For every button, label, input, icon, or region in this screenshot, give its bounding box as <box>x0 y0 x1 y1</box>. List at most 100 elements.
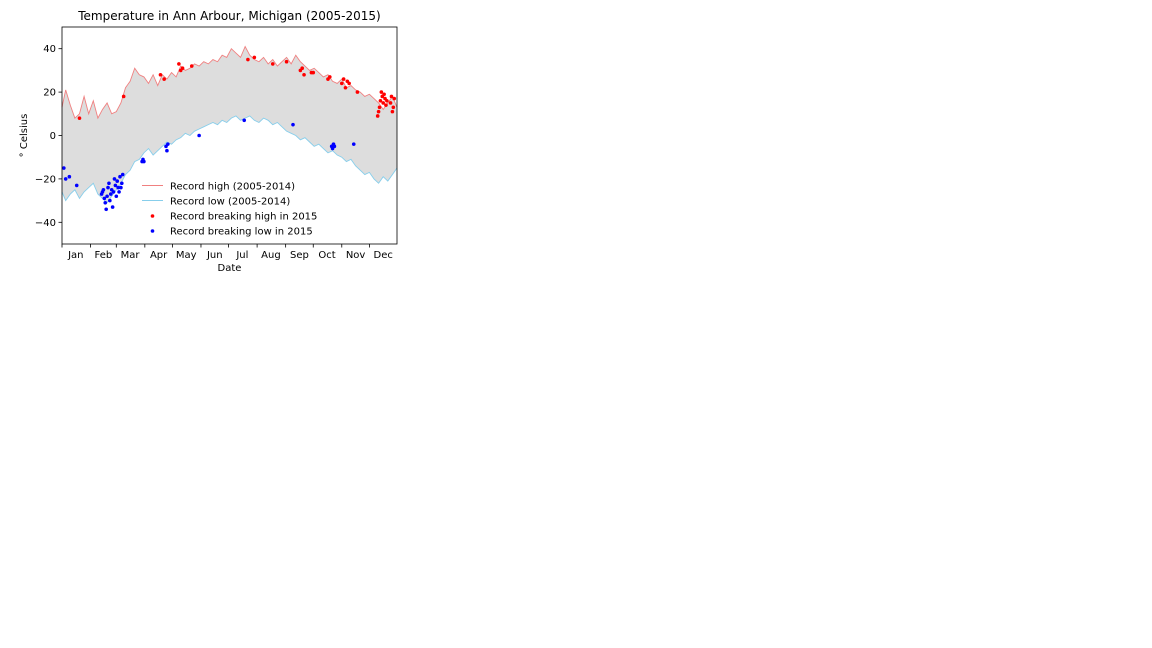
record-high-point <box>328 75 332 79</box>
y-tick-label: 40 <box>43 44 56 55</box>
legend: Record high (2005-2014) Record low (2005-… <box>142 182 317 238</box>
record-range-fill <box>62 46 397 203</box>
record-high-point <box>391 105 396 110</box>
record-high-point <box>270 62 275 66</box>
record-high-point <box>392 96 397 101</box>
record-high-point <box>382 92 386 97</box>
legend-point-swatch <box>150 214 155 218</box>
y-axis-label: ° Celsius <box>19 114 30 158</box>
record-low-point <box>117 190 121 194</box>
record-high-point <box>252 55 257 60</box>
y-tick-label: 0 <box>50 131 56 142</box>
record-high-point <box>180 66 185 71</box>
record-breaking-points <box>62 55 397 212</box>
x-tick-label: Apr <box>150 250 168 261</box>
legend-entry-label: Record low (2005-2014) <box>170 197 290 208</box>
record-high-point <box>300 66 305 71</box>
record-high-point <box>378 98 383 103</box>
record-low-point <box>74 183 79 188</box>
record-high-point <box>388 101 393 105</box>
legend-entry-label: Record breaking low in 2015 <box>170 227 313 238</box>
record-low-point <box>120 181 124 186</box>
record-high-point <box>311 70 316 75</box>
record-high-point <box>389 94 394 99</box>
record-low-point <box>242 118 247 123</box>
chart-title: Temperature in Ann Arbour, Michigan (200… <box>77 9 380 23</box>
fill-between-area <box>62 46 397 203</box>
record-low-point <box>113 183 118 188</box>
record-low-point <box>67 174 72 179</box>
record-low-point <box>111 190 116 194</box>
record-high-point <box>189 64 194 68</box>
record-low-point <box>104 207 108 212</box>
x-tick-label: Aug <box>261 250 281 261</box>
x-axis: Jan Feb Mar Apr May Jun Jul Aug Sep Oct Nov Dec <box>61 244 393 261</box>
x-axis-label: Date <box>218 263 242 274</box>
record-high-point <box>390 109 395 114</box>
record-high-point <box>121 94 126 99</box>
record-low-point <box>103 200 108 205</box>
record-low-point <box>332 144 337 149</box>
record-low-point <box>119 185 123 190</box>
x-tick-label: Jan <box>67 250 83 261</box>
record-low-point <box>351 142 356 146</box>
record-high-point <box>347 81 351 86</box>
y-tick-label: −40 <box>35 218 56 229</box>
record-low-point <box>106 185 110 190</box>
record-low-point <box>142 159 146 164</box>
x-tick-label: Dec <box>374 250 393 261</box>
record-high-point <box>284 59 289 64</box>
record-high-point <box>385 98 389 103</box>
record-high-point <box>77 116 82 120</box>
x-tick-label: Mar <box>121 250 141 261</box>
x-tick-label: Sep <box>290 250 309 261</box>
record-high-point <box>158 72 163 77</box>
record-high-point <box>355 90 360 94</box>
record-low-point <box>108 198 112 203</box>
x-tick-label: Oct <box>318 250 335 261</box>
record-low-point <box>114 194 119 199</box>
record-low-point <box>62 166 66 170</box>
record-low-point <box>166 142 170 146</box>
x-tick-label: May <box>176 250 197 261</box>
record-high-point <box>343 85 348 90</box>
legend-entry-label: Record breaking high in 2015 <box>170 212 317 223</box>
record-low-point <box>116 185 120 190</box>
record-high-point <box>162 77 166 81</box>
y-tick-label: 20 <box>43 88 56 99</box>
record-high-point <box>339 81 344 86</box>
record-low-point <box>108 192 113 196</box>
record-high-point <box>246 57 250 62</box>
record-high-point <box>302 72 306 77</box>
y-tick-label: −20 <box>35 174 56 185</box>
y-axis: −40 −20 0 20 40 <box>35 44 62 229</box>
record-low-point <box>120 172 125 177</box>
record-high-line <box>61 45 398 120</box>
record-high-point <box>384 103 388 107</box>
record-low-point <box>291 122 295 127</box>
record-low-point <box>101 187 106 192</box>
x-tick-label: Jul <box>235 250 248 261</box>
record-high-point <box>341 77 346 81</box>
record-high-point <box>381 101 385 105</box>
record-low-point <box>107 181 111 186</box>
record-high-point <box>375 114 380 118</box>
record-low-point <box>112 177 117 181</box>
record-low-point <box>105 194 109 199</box>
x-tick-label: Nov <box>346 250 366 261</box>
record-high-point <box>177 62 181 66</box>
x-tick-label: Feb <box>95 250 113 261</box>
record-low-point <box>118 174 122 179</box>
record-high-point <box>377 105 382 110</box>
record-high-point <box>379 90 384 94</box>
record-low-point <box>115 179 120 183</box>
record-low-point <box>165 148 169 153</box>
legend-entry-label: Record high (2005-2014) <box>170 182 295 193</box>
legend-point-swatch <box>150 229 155 233</box>
record-low-point <box>110 205 115 209</box>
record-high-point <box>376 109 381 114</box>
record-low-point <box>102 196 107 201</box>
record-low-point <box>63 177 68 181</box>
x-tick-label: Jun <box>206 250 223 261</box>
